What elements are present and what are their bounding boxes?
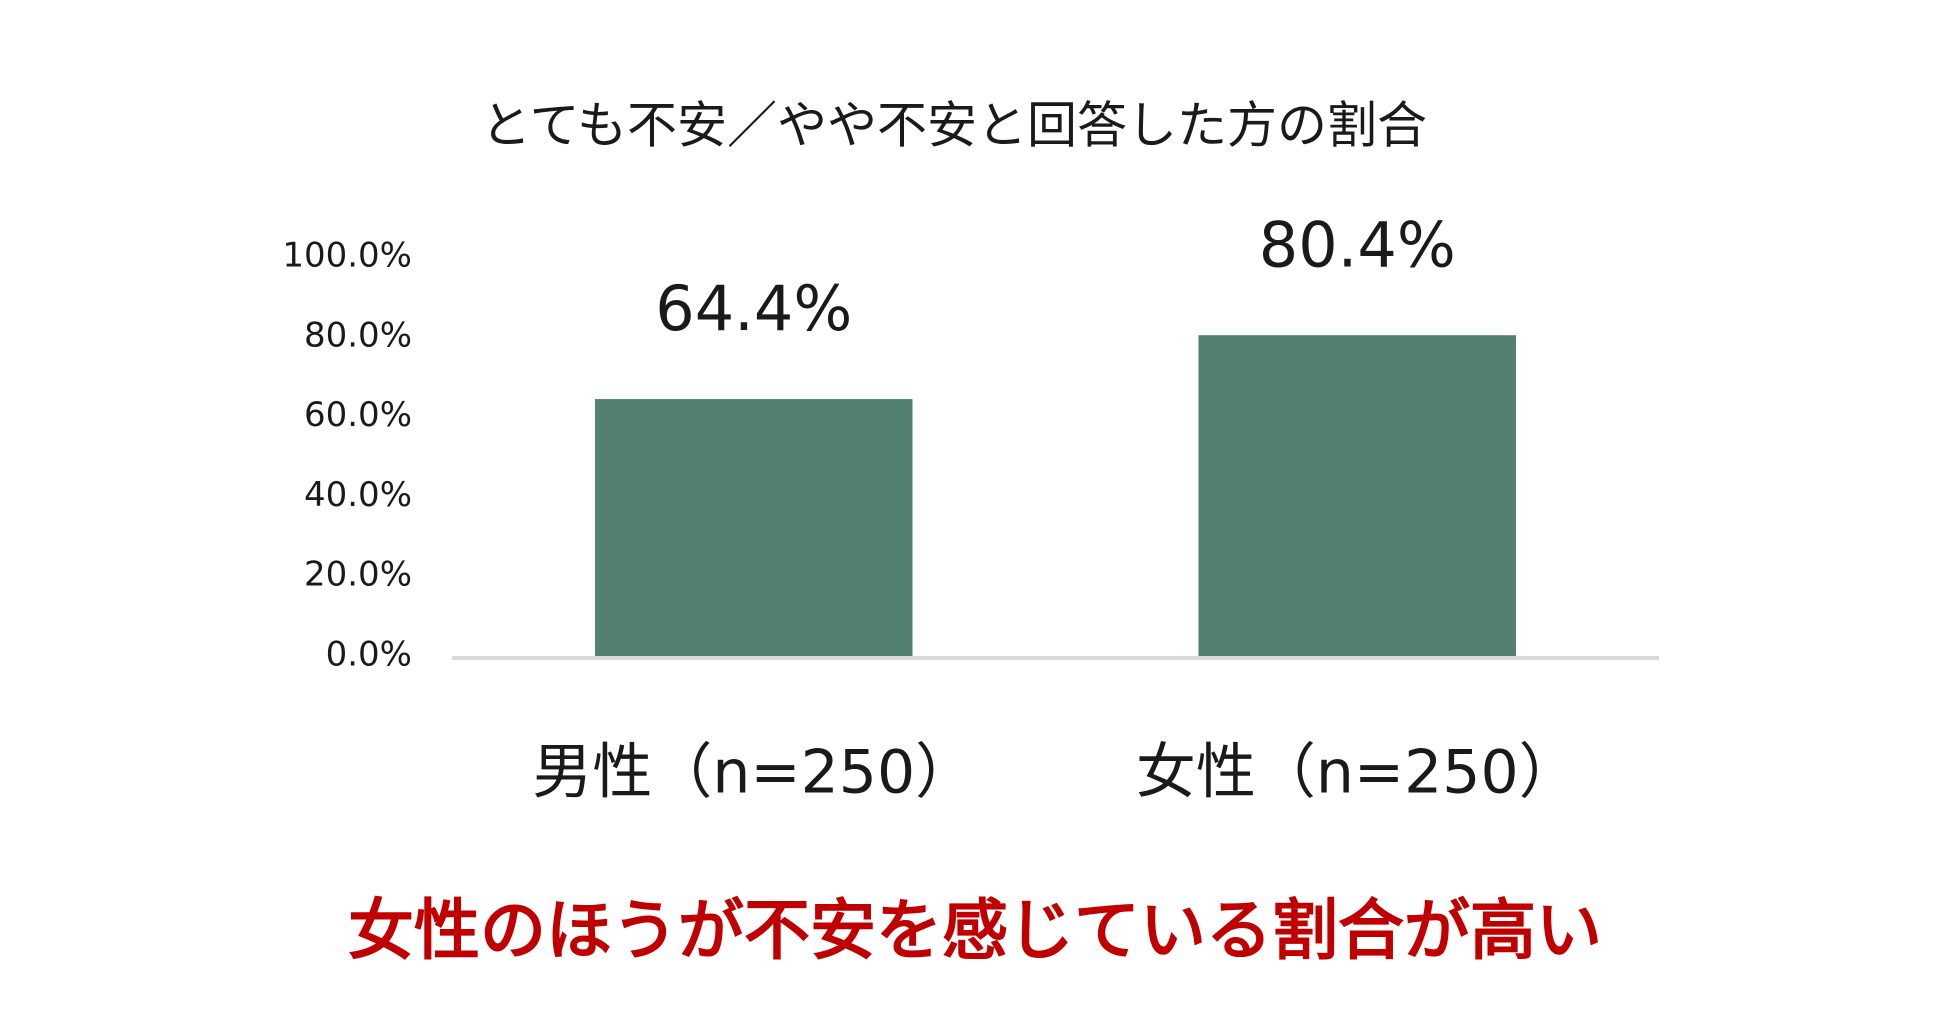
y-tick-label: 80.0% <box>304 315 412 355</box>
y-tick-label: 0.0% <box>326 635 412 675</box>
annotation: 女性のほうが不安を感じている割合が高い <box>348 892 1602 969</box>
x-tick-label: 女性（n=250） <box>1136 738 1579 808</box>
chart-title: とても不安／やや不安と回答した方の割合 <box>481 97 1427 155</box>
bar <box>1198 335 1516 656</box>
y-tick-label: 60.0% <box>304 395 412 435</box>
y-tick-label: 100.0% <box>282 236 412 276</box>
value-label: 64.4% <box>655 272 852 345</box>
x-tick-label: 男性（n=250） <box>532 738 975 808</box>
y-tick-label: 20.0% <box>304 555 412 595</box>
value-label: 80.4% <box>1259 208 1456 281</box>
y-tick-label: 40.0% <box>304 475 412 515</box>
bar <box>595 399 913 656</box>
